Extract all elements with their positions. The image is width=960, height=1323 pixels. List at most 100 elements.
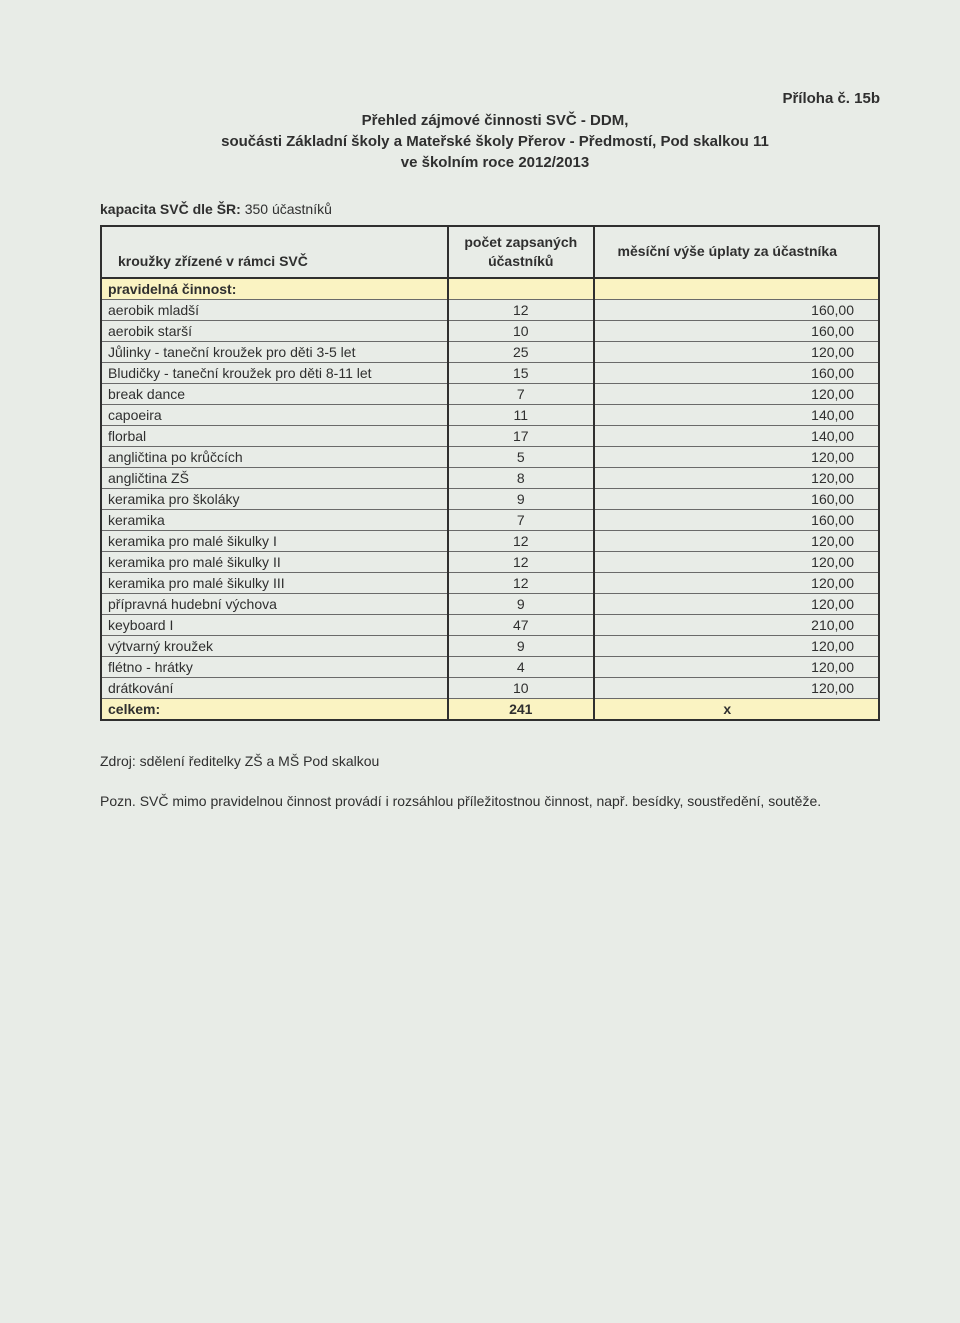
table-row: aerobik mladší12160,00 [101,299,879,320]
col-header-count: počet zapsaných účastníků [448,226,594,278]
capacity-line: kapacita SVČ dle ŠR: 350 účastníků [100,201,890,217]
table-row: break dance7120,00 [101,383,879,404]
total-row: celkem: 241 x [101,698,879,720]
table-header-row: kroužky zřízené v rámci SVČ počet zapsan… [101,226,879,278]
cell-fee: 120,00 [594,572,879,593]
cell-count: 9 [448,488,594,509]
table-row: florbal17140,00 [101,425,879,446]
title-line-2: součásti Základní školy a Mateřské školy… [100,131,890,152]
table-row: drátkování10120,00 [101,677,879,698]
footer-block: Zdroj: sdělení ředitelky ZŠ a MŠ Pod ska… [100,751,880,812]
cell-count: 5 [448,446,594,467]
table-row: keramika pro školáky9160,00 [101,488,879,509]
total-fee: x [594,698,879,720]
clubs-table: kroužky zřízené v rámci SVČ počet zapsan… [100,225,880,721]
title-block: Přehled zájmové činnosti SVČ - DDM, souč… [100,110,890,173]
cell-name: drátkování [101,677,448,698]
cell-fee: 120,00 [594,383,879,404]
document-page: Příloha č. 15b Přehled zájmové činnosti … [0,0,960,1323]
cell-name: flétno - hrátky [101,656,448,677]
cell-fee: 160,00 [594,488,879,509]
table-row: keramika pro malé šikulky I12120,00 [101,530,879,551]
cell-name: Bludičky - taneční kroužek pro děti 8-11… [101,362,448,383]
total-count: 241 [448,698,594,720]
cell-name: keramika pro malé šikulky I [101,530,448,551]
total-label: celkem: [101,698,448,720]
capacity-label: kapacita SVČ dle ŠR: [100,201,241,217]
cell-name: keramika pro malé šikulky III [101,572,448,593]
cell-count: 10 [448,677,594,698]
cell-name: keramika pro malé šikulky II [101,551,448,572]
cell-count: 17 [448,425,594,446]
table-row: přípravná hudební výchova9120,00 [101,593,879,614]
cell-fee: 160,00 [594,320,879,341]
section-row: pravidelná činnost: [101,278,879,300]
cell-name: capoeira [101,404,448,425]
capacity-value: 350 účastníků [245,201,332,217]
cell-fee: 120,00 [594,446,879,467]
cell-count: 25 [448,341,594,362]
cell-name: aerobik mladší [101,299,448,320]
cell-name: break dance [101,383,448,404]
col-header-name: kroužky zřízené v rámci SVČ [101,226,448,278]
table-row: keramika7160,00 [101,509,879,530]
cell-fee: 120,00 [594,551,879,572]
cell-count: 12 [448,299,594,320]
table-row: Jůlinky - taneční kroužek pro děti 3-5 l… [101,341,879,362]
cell-count: 7 [448,383,594,404]
cell-count: 12 [448,551,594,572]
col-header-count-text: počet zapsaných účastníků [464,234,577,269]
section-empty-fee [594,278,879,300]
table-row: keramika pro malé šikulky III12120,00 [101,572,879,593]
cell-fee: 120,00 [594,656,879,677]
cell-count: 8 [448,467,594,488]
cell-fee: 120,00 [594,635,879,656]
cell-name: výtvarný kroužek [101,635,448,656]
section-empty-count [448,278,594,300]
cell-fee: 140,00 [594,404,879,425]
source-line: Zdroj: sdělení ředitelky ZŠ a MŠ Pod ska… [100,751,880,771]
cell-name: angličtina po krůčcích [101,446,448,467]
table-row: Bludičky - taneční kroužek pro děti 8-11… [101,362,879,383]
table-row: angličtina po krůčcích5120,00 [101,446,879,467]
table-row: keyboard I47210,00 [101,614,879,635]
cell-fee: 160,00 [594,509,879,530]
cell-count: 47 [448,614,594,635]
cell-name: keramika [101,509,448,530]
cell-count: 9 [448,593,594,614]
cell-count: 4 [448,656,594,677]
cell-name: Jůlinky - taneční kroužek pro děti 3-5 l… [101,341,448,362]
cell-name: angličtina ZŠ [101,467,448,488]
attachment-label: Příloha č. 15b [782,90,880,107]
table-row: keramika pro malé šikulky II12120,00 [101,551,879,572]
cell-fee: 140,00 [594,425,879,446]
cell-count: 12 [448,572,594,593]
cell-fee: 120,00 [594,341,879,362]
title-line-1: Přehled zájmové činnosti SVČ - DDM, [100,110,890,131]
cell-fee: 120,00 [594,677,879,698]
table-row: capoeira11140,00 [101,404,879,425]
col-header-fee-text: měsíční výše úplaty za účastníka [618,243,837,259]
table-row: angličtina ZŠ8120,00 [101,467,879,488]
cell-count: 12 [448,530,594,551]
cell-name: přípravná hudební výchova [101,593,448,614]
cell-count: 15 [448,362,594,383]
col-header-fee: měsíční výše úplaty za účastníka [594,226,879,278]
cell-name: aerobik starší [101,320,448,341]
note-line: Pozn. SVČ mimo pravidelnou činnost prová… [100,791,880,811]
table-body: pravidelná činnost: aerobik mladší12160,… [101,278,879,699]
cell-count: 9 [448,635,594,656]
cell-name: keyboard I [101,614,448,635]
cell-count: 11 [448,404,594,425]
section-label: pravidelná činnost: [101,278,448,300]
title-line-3: ve školním roce 2012/2013 [100,152,890,173]
table-row: flétno - hrátky4120,00 [101,656,879,677]
cell-fee: 210,00 [594,614,879,635]
cell-fee: 160,00 [594,362,879,383]
cell-fee: 160,00 [594,299,879,320]
table-row: výtvarný kroužek9120,00 [101,635,879,656]
table-row: aerobik starší10160,00 [101,320,879,341]
cell-count: 10 [448,320,594,341]
cell-fee: 120,00 [594,467,879,488]
cell-name: florbal [101,425,448,446]
